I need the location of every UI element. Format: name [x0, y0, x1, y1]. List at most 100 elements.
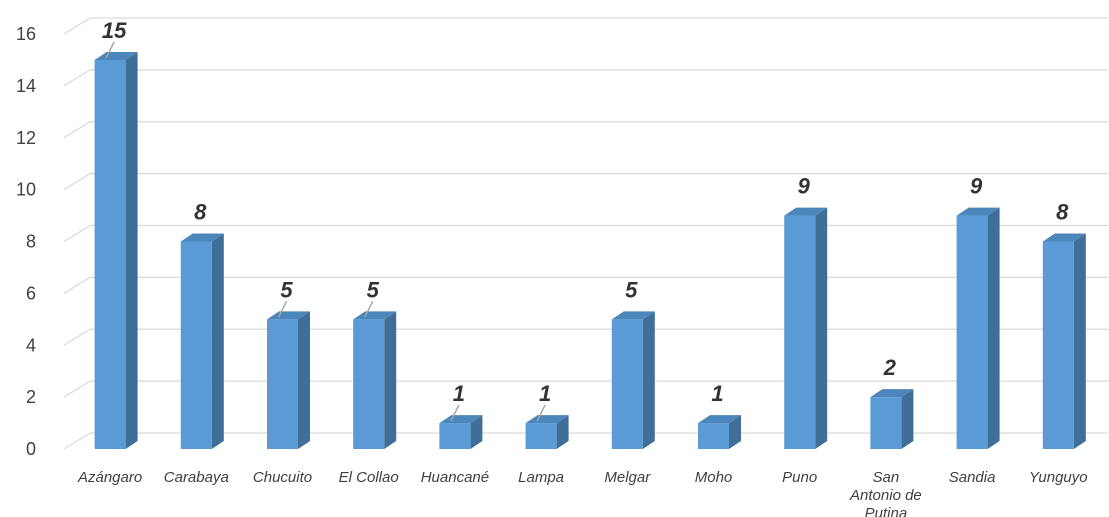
bar-front — [698, 423, 729, 449]
bar-side — [211, 233, 224, 449]
bar-front — [611, 319, 643, 449]
bar — [180, 233, 224, 449]
y-tick-label: 12 — [16, 128, 36, 148]
x-tick-label: Carabaya — [164, 469, 229, 486]
x-tick-label: Melgar — [604, 469, 651, 486]
gridline — [63, 17, 1108, 35]
gridline — [63, 224, 1108, 243]
value-label: 8 — [1056, 200, 1069, 225]
bar-side — [556, 415, 569, 449]
x-tick-label: Yunguyo — [1029, 469, 1088, 486]
bar — [870, 389, 914, 449]
bar-front — [784, 215, 816, 449]
gridline — [63, 380, 1108, 398]
bar-top — [353, 311, 397, 320]
y-tick-label: 10 — [16, 180, 36, 200]
value-label: 9 — [970, 174, 983, 199]
leader-line — [105, 41, 115, 59]
bar-front — [439, 423, 471, 449]
bar-side — [298, 311, 310, 449]
bar-front — [94, 59, 126, 449]
bar-side — [642, 311, 655, 449]
bar-front — [956, 215, 988, 449]
bar-side — [125, 51, 138, 449]
value-label: 2 — [883, 355, 897, 380]
bar-top — [1042, 233, 1086, 242]
gridline — [63, 276, 1108, 294]
x-tick-label: Chucuito — [253, 469, 312, 486]
bar — [267, 311, 310, 449]
bar — [353, 311, 397, 449]
value-label: 9 — [798, 174, 811, 199]
gridline — [63, 172, 1108, 191]
y-tick-label: 14 — [16, 76, 36, 96]
bar-front — [870, 397, 902, 449]
bar-front — [180, 241, 212, 449]
value-label: 1 — [539, 381, 551, 406]
x-tick-label: El Collao — [339, 469, 399, 486]
x-tick-label: Huancané — [421, 469, 489, 486]
value-label: 5 — [625, 277, 638, 302]
bar-top — [525, 415, 569, 424]
value-label: 8 — [194, 200, 207, 225]
bar-top — [870, 389, 914, 398]
x-tick-label: Lampa — [518, 469, 564, 486]
x-tick-label: San Antonio de Putina — [849, 469, 922, 517]
value-label: 5 — [367, 277, 380, 302]
value-label: 1 — [711, 381, 723, 406]
bar — [1042, 233, 1086, 449]
bar — [439, 415, 483, 449]
bar-side — [901, 389, 914, 449]
bar-side — [470, 415, 483, 449]
y-tick-label: 16 — [16, 24, 36, 44]
bar-front — [353, 319, 385, 449]
bar-top — [784, 207, 828, 216]
bar-side — [815, 207, 828, 449]
leader-line — [450, 404, 460, 422]
bar — [525, 415, 569, 449]
bar — [611, 311, 655, 449]
bar-top — [94, 51, 138, 60]
y-tick-label: 4 — [26, 335, 36, 355]
bar-front — [267, 319, 298, 449]
bar-top — [956, 207, 1000, 216]
y-axis-ticks: 0 2 4 6 8 10 12 14 16 — [16, 24, 36, 459]
x-tick-label: Sandia — [949, 469, 996, 486]
leader-line — [277, 300, 288, 318]
y-tick-label: 8 — [26, 232, 36, 252]
bar-top — [698, 415, 741, 424]
x-tick-label: Moho — [695, 469, 733, 486]
x-tick-label: Puno — [782, 469, 817, 486]
bar-top — [439, 415, 483, 424]
bar-side — [987, 207, 1000, 449]
leader-line — [536, 404, 546, 422]
bar-front — [1042, 241, 1074, 449]
gridline — [63, 121, 1108, 139]
y-tick-label: 2 — [26, 387, 36, 407]
value-label: 5 — [280, 277, 293, 302]
bar-side — [729, 415, 741, 449]
gridlines — [63, 17, 1108, 450]
gridline — [63, 328, 1108, 346]
bar-front — [525, 423, 557, 449]
y-tick-label: 6 — [26, 283, 36, 303]
value-label: 15 — [102, 18, 127, 43]
bar-top — [267, 311, 310, 320]
x-axis-ticks: Azángaro Carabaya Chucuito El Collao Huancan… — [77, 469, 1088, 517]
x-tick-label: Azángaro — [77, 469, 142, 486]
bars — [94, 51, 1086, 449]
gridline — [63, 69, 1108, 87]
leader-line — [364, 300, 374, 318]
value-label: 1 — [453, 381, 465, 406]
bar — [956, 207, 1000, 449]
bar — [94, 51, 138, 449]
bar-side — [384, 311, 397, 449]
bar — [698, 415, 741, 449]
bar — [784, 207, 828, 449]
bar-top — [611, 311, 655, 320]
gridline — [63, 432, 1108, 450]
bar-side — [1073, 233, 1086, 449]
